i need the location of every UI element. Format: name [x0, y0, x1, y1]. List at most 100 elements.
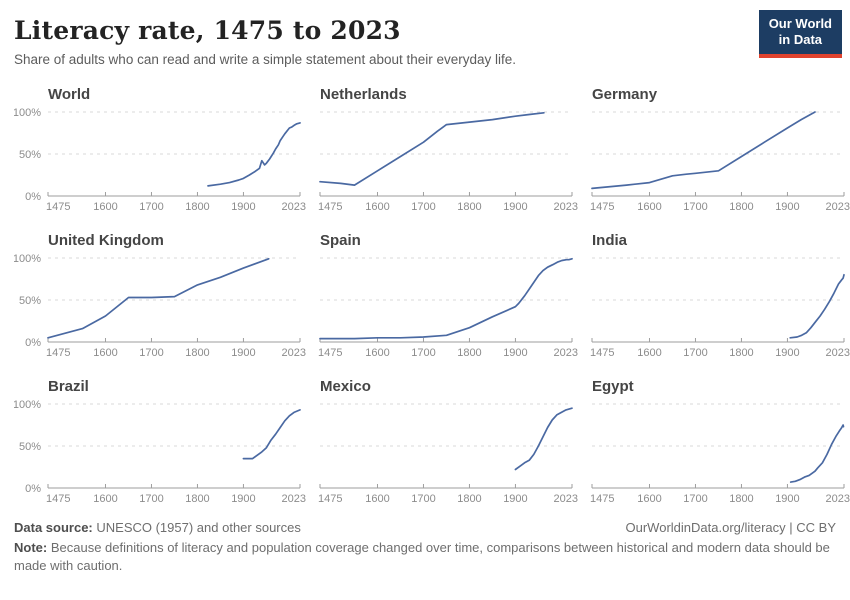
- svg-text:1475: 1475: [590, 347, 614, 359]
- svg-text:1600: 1600: [637, 201, 661, 213]
- svg-text:0%: 0%: [25, 483, 41, 495]
- svg-text:2023: 2023: [554, 493, 578, 505]
- owid-logo[interactable]: Our World in Data: [758, 10, 842, 58]
- svg-text:1800: 1800: [729, 347, 753, 359]
- svg-text:1700: 1700: [411, 347, 435, 359]
- chart-brazil: Brazil 1475 1600 1700 1800 1900 2023 0% 50% 100%: [14, 376, 306, 506]
- svg-text:1475: 1475: [318, 347, 342, 359]
- chart-page: Our World in Data Literacy rate, 1475 to…: [14, 10, 850, 575]
- chart-plot-netherlands: 1475 1600 1700 1800 1900 2023: [318, 111, 578, 213]
- footer: Data source: UNESCO (1957) and other sou…: [14, 520, 836, 575]
- footer-note: Note: Because definitions of literacy an…: [14, 539, 836, 575]
- svg-text:1700: 1700: [139, 201, 163, 213]
- chart-plot-spain: 1475 1600 1700 1800 1900 2023: [318, 257, 578, 359]
- svg-text:1600: 1600: [637, 347, 661, 359]
- chart-mexico: Mexico 1475 1600 1700 1800 1900 2023: [306, 376, 578, 506]
- svg-text:1700: 1700: [139, 493, 163, 505]
- svg-text:100%: 100%: [14, 107, 41, 119]
- svg-text:2023: 2023: [826, 493, 850, 505]
- chart-germany: Germany 1475 1600 1700 1800 1900 2023: [578, 84, 850, 214]
- page-subtitle: Share of adults who can read and write a…: [14, 52, 517, 67]
- svg-text:2023: 2023: [826, 201, 850, 213]
- svg-text:1475: 1475: [46, 201, 70, 213]
- chart-spain: Spain 1475 1600 1700 1800 1900 2023: [306, 230, 578, 360]
- svg-text:1800: 1800: [457, 201, 481, 213]
- svg-text:1600: 1600: [365, 493, 389, 505]
- svg-text:1700: 1700: [411, 201, 435, 213]
- svg-text:2023: 2023: [826, 347, 850, 359]
- svg-text:1900: 1900: [775, 493, 799, 505]
- footer-note-text: Because definitions of literacy and popu…: [14, 540, 830, 574]
- svg-text:1900: 1900: [503, 493, 527, 505]
- svg-text:1600: 1600: [365, 201, 389, 213]
- owid-logo-line1: Our World: [768, 16, 832, 31]
- svg-text:1600: 1600: [365, 347, 389, 359]
- chart-plot-india: 1475 1600 1700 1800 1900 2023: [590, 257, 850, 359]
- svg-text:1600: 1600: [93, 347, 117, 359]
- chart-title-world: World: [48, 86, 91, 103]
- svg-text:2023: 2023: [282, 493, 306, 505]
- svg-text:1700: 1700: [683, 347, 707, 359]
- svg-text:100%: 100%: [14, 399, 41, 411]
- chart-plot-egypt: 1475 1600 1700 1800 1900 2023: [590, 403, 850, 505]
- svg-text:2023: 2023: [282, 347, 306, 359]
- footer-note-label: Note:: [14, 540, 48, 555]
- svg-text:1600: 1600: [637, 493, 661, 505]
- data-source: Data source: UNESCO (1957) and other sou…: [14, 520, 301, 535]
- chart-title-egypt: Egypt: [592, 378, 634, 395]
- svg-text:2023: 2023: [554, 347, 578, 359]
- svg-text:1800: 1800: [185, 201, 209, 213]
- svg-text:1800: 1800: [729, 201, 753, 213]
- owid-link[interactable]: OurWorldinData.org/literacy | CC BY: [625, 520, 836, 535]
- svg-text:1600: 1600: [93, 493, 117, 505]
- data-source-text: UNESCO (1957) and other sources: [96, 520, 301, 535]
- chart-india: India 1475 1600 1700 1800 1900 2023: [578, 230, 850, 360]
- svg-text:0%: 0%: [25, 191, 41, 203]
- svg-text:100%: 100%: [14, 253, 41, 265]
- svg-text:50%: 50%: [19, 295, 41, 307]
- chart-title-united-kingdom: United Kingdom: [48, 232, 164, 249]
- chart-united-kingdom: United Kingdom 1475 1600 1700 1800 1900 2023 0%…: [14, 230, 306, 360]
- footer-source-row: Data source: UNESCO (1957) and other sou…: [14, 520, 836, 535]
- svg-text:1475: 1475: [590, 201, 614, 213]
- svg-text:1700: 1700: [683, 201, 707, 213]
- page-title: Literacy rate, 1475 to 2023: [14, 16, 401, 45]
- svg-text:1800: 1800: [185, 493, 209, 505]
- chart-title-mexico: Mexico: [320, 378, 371, 395]
- svg-text:1700: 1700: [139, 347, 163, 359]
- svg-text:1900: 1900: [231, 201, 255, 213]
- svg-text:1900: 1900: [775, 347, 799, 359]
- chart-title-netherlands: Netherlands: [320, 86, 407, 103]
- svg-text:1900: 1900: [503, 347, 527, 359]
- chart-plot-mexico: 1475 1600 1700 1800 1900 2023: [318, 403, 578, 505]
- chart-world: World 1475 1600 1700 1800 1900 2023 0% 50% 100%: [14, 84, 306, 214]
- svg-text:1700: 1700: [411, 493, 435, 505]
- svg-text:1800: 1800: [729, 493, 753, 505]
- svg-text:1475: 1475: [46, 493, 70, 505]
- owid-logo-line2: in Data: [778, 32, 823, 48]
- svg-text:1600: 1600: [93, 201, 117, 213]
- svg-text:1475: 1475: [318, 493, 342, 505]
- chart-plot-united-kingdom: 1475 1600 1700 1800 1900 2023 0% 50% 100%: [14, 253, 306, 359]
- chart-title-india: India: [592, 232, 628, 249]
- svg-text:1800: 1800: [457, 493, 481, 505]
- svg-text:50%: 50%: [19, 441, 41, 453]
- chart-title-spain: Spain: [320, 232, 361, 249]
- data-source-label: Data source:: [14, 520, 93, 535]
- svg-text:1900: 1900: [231, 493, 255, 505]
- svg-text:50%: 50%: [19, 149, 41, 161]
- svg-text:1800: 1800: [185, 347, 209, 359]
- svg-text:2023: 2023: [282, 201, 306, 213]
- chart-plot-world: 1475 1600 1700 1800 1900 2023 0% 50% 100%: [14, 107, 306, 213]
- svg-text:1900: 1900: [775, 201, 799, 213]
- chart-plot-germany: 1475 1600 1700 1800 1900 2023: [590, 111, 850, 213]
- svg-text:1800: 1800: [457, 347, 481, 359]
- svg-text:2023: 2023: [554, 201, 578, 213]
- chart-plot-brazil: 1475 1600 1700 1800 1900 2023 0% 50% 100%: [14, 399, 306, 505]
- chart-title-brazil: Brazil: [48, 378, 89, 395]
- chart-title-germany: Germany: [592, 86, 658, 103]
- svg-text:1475: 1475: [590, 493, 614, 505]
- svg-text:1700: 1700: [683, 493, 707, 505]
- chart-egypt: Egypt 1475 1600 1700 1800 1900 2023: [578, 376, 850, 506]
- svg-text:1475: 1475: [46, 347, 70, 359]
